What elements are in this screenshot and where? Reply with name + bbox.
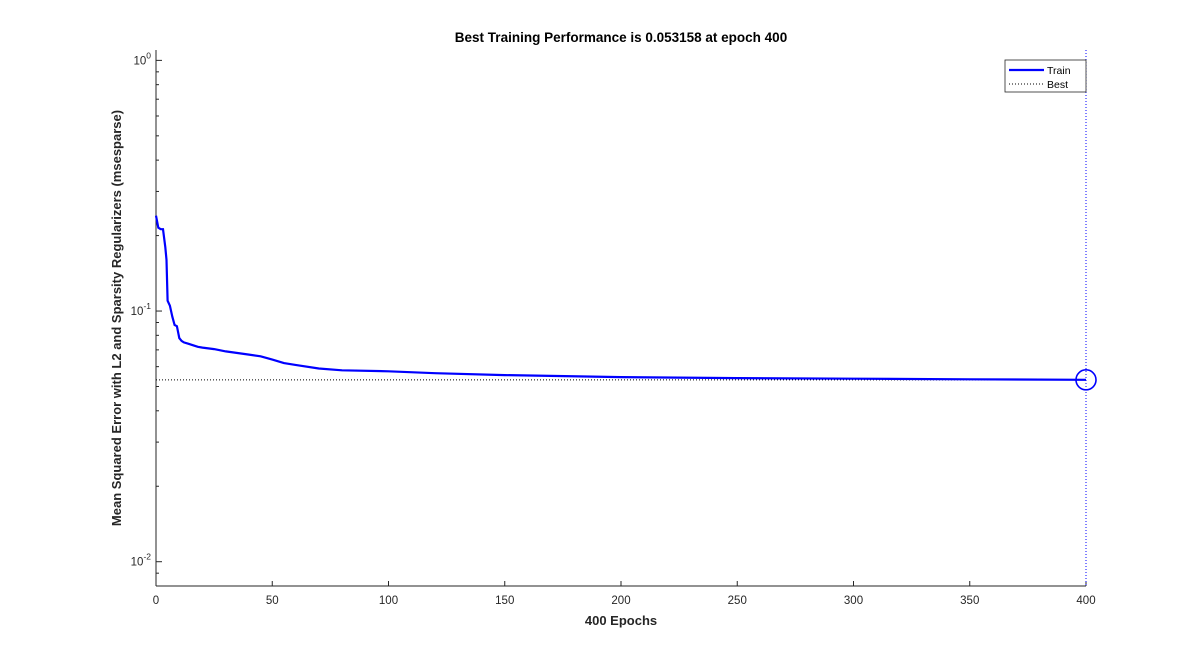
x-tick-label: 350 [960,595,979,607]
y-tick-label: 10-1 [131,301,152,318]
legend-train-label: Train [1047,65,1071,77]
legend-best-label: Best [1047,79,1068,91]
x-tick-label: 0 [153,595,159,607]
y-tick-label: 100 [133,50,151,67]
plot-area [155,50,1086,587]
train-series-line [154,215,1087,381]
legend: Train Best [1004,59,1087,93]
x-tick-label: 250 [728,595,747,607]
best-point-marker [1075,369,1097,391]
y-tick-label: 10-2 [131,552,152,569]
y-ticks: 10-2 10-1 100 [131,50,162,587]
x-tick-label: 100 [379,595,398,607]
x-tick-label: 400 [1076,595,1095,607]
x-tick-label: 50 [266,595,279,607]
y-axis-label: Mean Squared Error with L2 and Sparsity … [109,110,124,526]
x-tick-label: 200 [611,595,630,607]
x-axis-label: 400 Epochs [585,613,657,628]
legend-box [1004,59,1087,93]
x-tick-label: 150 [495,595,514,607]
x-tick-label: 300 [844,595,863,607]
axes-box [156,50,1086,586]
chart-title: Best Training Performance is 0.053158 at… [455,30,787,45]
